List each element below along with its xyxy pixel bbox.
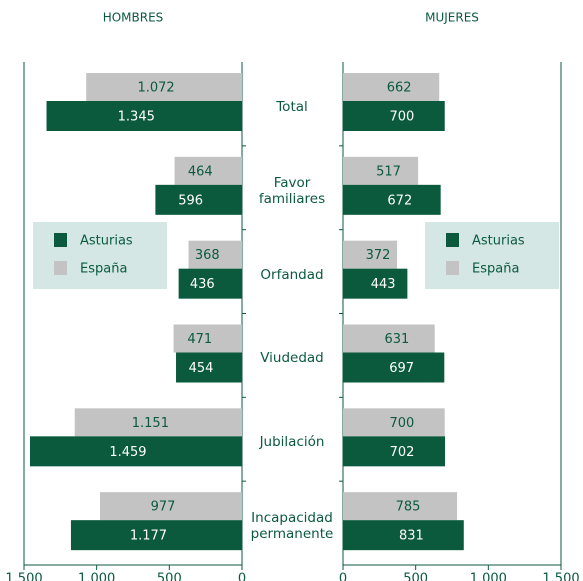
value-label: 454 (189, 361, 214, 376)
legend-swatch (446, 233, 459, 247)
value-label: 368 (195, 248, 220, 263)
bar (343, 436, 446, 467)
value-label: 372 (366, 248, 391, 263)
value-label: 672 (387, 193, 412, 208)
value-label: 436 (190, 277, 215, 292)
bar (173, 324, 242, 353)
x-tick-label: 0 (238, 572, 246, 581)
value-label: 1.459 (109, 445, 146, 460)
bar (343, 352, 445, 383)
bar (343, 156, 419, 185)
bar (343, 73, 440, 101)
bar (155, 184, 242, 215)
legend-label: España (80, 262, 127, 277)
bar (100, 492, 242, 521)
legend-swatch (54, 233, 67, 247)
category-label: Orfandad (260, 266, 324, 283)
x-tick-label: 1.500 (542, 572, 579, 581)
bar (343, 240, 398, 269)
bar (188, 240, 242, 269)
value-label: 1.345 (118, 110, 155, 125)
category-label: Favor familiares (258, 174, 326, 207)
legend-label: Asturias (80, 234, 133, 249)
value-label: 700 (389, 416, 414, 431)
value-label: 785 (396, 500, 421, 515)
bar (343, 492, 458, 521)
value-label: 596 (178, 193, 203, 208)
x-tick-label: 1.000 (470, 572, 507, 581)
legend-label: España (472, 262, 519, 277)
category-label: Total (276, 98, 308, 115)
legend-swatch (54, 261, 67, 275)
category-label: Jubilación (259, 434, 325, 451)
value-label: 1.151 (132, 416, 169, 431)
value-label: 464 (188, 164, 213, 179)
value-label: 831 (399, 529, 424, 544)
bar (343, 268, 408, 299)
value-label: 977 (151, 500, 176, 515)
bar (176, 352, 242, 383)
x-tick-label: 1.500 (5, 572, 42, 581)
x-tick-label: 1.000 (78, 572, 115, 581)
category-label: Viudedad (260, 350, 324, 367)
x-tick-label: 500 (157, 572, 182, 581)
value-label: 471 (187, 332, 212, 347)
panel-title: MUJERES (425, 11, 479, 25)
value-label: 631 (384, 332, 409, 347)
bar (343, 520, 464, 551)
bar (29, 436, 243, 467)
x-tick-label: 0 (339, 572, 347, 581)
bar (174, 156, 242, 185)
bar (178, 268, 242, 299)
legend-box (33, 222, 167, 289)
value-label: 702 (390, 445, 415, 460)
value-label: 697 (389, 361, 414, 376)
legend-swatch (446, 261, 459, 275)
bar (46, 101, 242, 131)
value-label: 1.177 (130, 529, 167, 544)
value-label: 700 (389, 110, 414, 125)
bar (74, 408, 242, 437)
bar (343, 184, 441, 215)
value-label: 517 (376, 164, 401, 179)
bar (343, 324, 435, 353)
panel-title: HOMBRES (103, 11, 164, 25)
value-label: 662 (387, 81, 412, 96)
legend-box (425, 222, 559, 289)
bar (86, 73, 242, 101)
value-label: 443 (371, 277, 396, 292)
x-tick-label: 500 (403, 572, 428, 581)
bar (343, 408, 445, 437)
value-label: 1.072 (137, 81, 174, 96)
legend-label: Asturias (472, 234, 525, 249)
bar (343, 101, 445, 131)
bar (70, 520, 243, 551)
category-label: Incapacidad permanente (250, 510, 334, 543)
